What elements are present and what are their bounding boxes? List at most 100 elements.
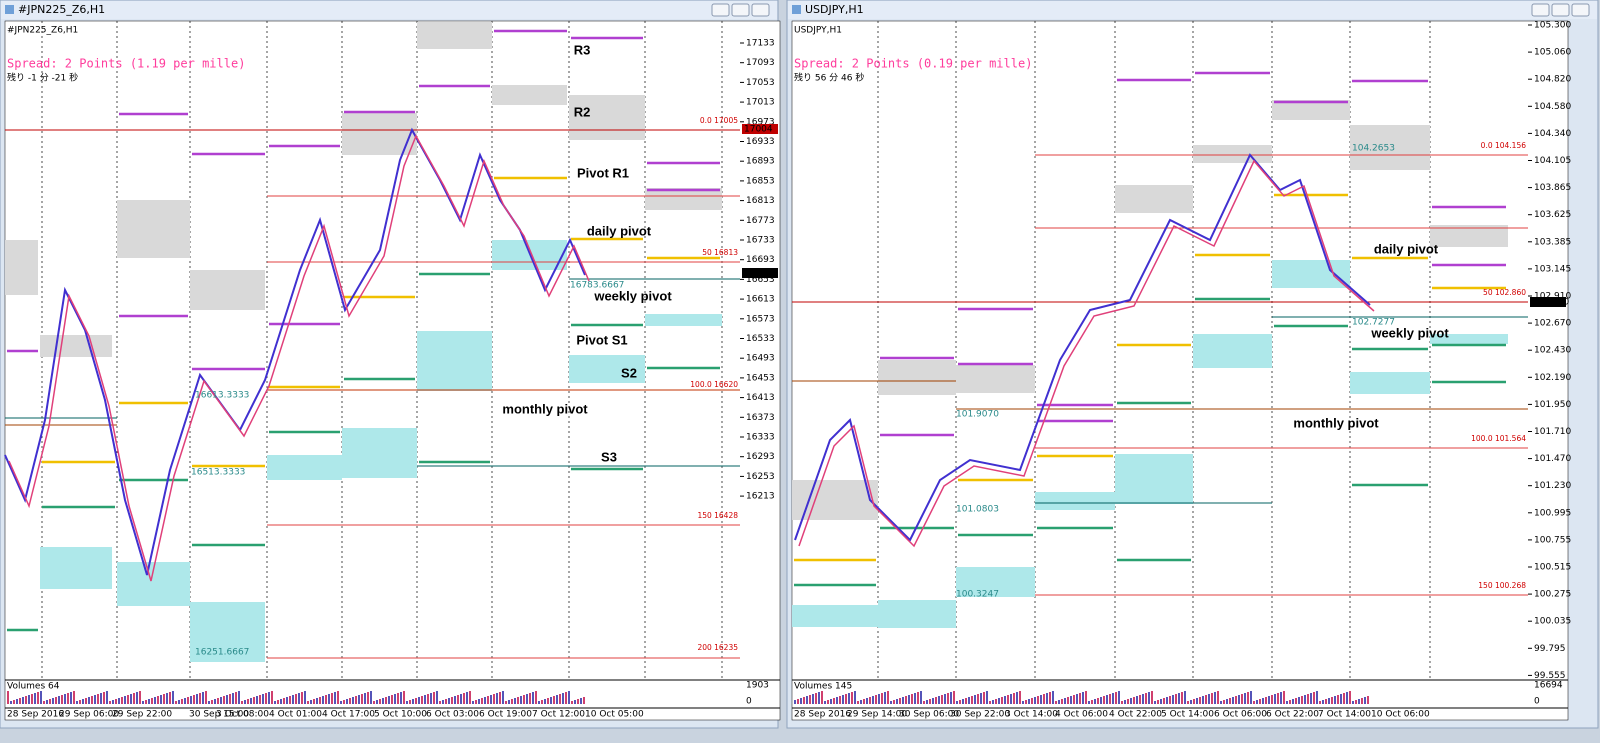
- fib-label: 200 16235: [697, 643, 738, 652]
- time-label: 30 Sep 15:00: [189, 710, 249, 720]
- cyan-zone: [1430, 334, 1508, 344]
- time-label: 3 Oct 08:00: [216, 710, 269, 720]
- time-label: 30 Sep 22:00: [950, 710, 1010, 720]
- minimize-button[interactable]: [1531, 3, 1550, 17]
- chart-window: USDJPY,H1 USDJPY,H1 Spread: 2 Points (0.19…: [786, 0, 1599, 729]
- price-label: 100.995: [1534, 508, 1571, 518]
- volume-tick: 0: [1534, 697, 1540, 707]
- annotation: daily pivot: [587, 223, 652, 238]
- cyan-zone: [40, 547, 112, 589]
- price-line: [794, 153, 1371, 542]
- annotation: S3: [601, 449, 617, 464]
- symbol-label: #JPN225_Z6,H1: [7, 26, 78, 36]
- gray-zone: [1350, 125, 1430, 170]
- gray-zone: [1430, 225, 1508, 247]
- time-label: 5 Oct 14:00: [1161, 710, 1214, 720]
- moving-average: [8, 134, 590, 582]
- current-price-box: [742, 268, 778, 278]
- fib-label: 0.0 104.156: [1481, 141, 1527, 150]
- price-label: 103.625: [1534, 210, 1571, 220]
- price-label: 100.755: [1534, 535, 1571, 545]
- fib-label: 50 16813: [702, 248, 738, 257]
- price-label: 16213: [746, 492, 775, 502]
- price-label: 16533: [746, 334, 775, 344]
- cyan-zone: [417, 331, 492, 391]
- annotation: weekly pivot: [593, 288, 672, 303]
- gray-zone: [417, 22, 492, 49]
- symbol-label: USDJPY,H1: [794, 26, 842, 36]
- box-label: 101.0803: [956, 505, 999, 515]
- high-price: 17004: [744, 125, 773, 135]
- box-label: 16513.3333: [191, 468, 245, 478]
- annotation: R3: [574, 42, 591, 57]
- time-label: 4 Oct 17:00: [322, 710, 375, 720]
- close-button[interactable]: [751, 3, 770, 17]
- volume-tick: 16694: [1534, 681, 1563, 691]
- gray-zone: [342, 113, 417, 155]
- price-label: 17093: [746, 58, 775, 68]
- price-label: 102.430: [1534, 346, 1571, 356]
- time-label: 4 Oct 06:00: [1055, 710, 1108, 720]
- annotation: weekly pivot: [1370, 325, 1449, 340]
- time-label: 4 Oct 01:00: [269, 710, 322, 720]
- price-label: 105.300: [1534, 21, 1571, 31]
- price-label: 16413: [746, 393, 775, 403]
- annotation: S2: [621, 365, 637, 380]
- volume-label: Volumes 145: [794, 682, 852, 692]
- price-label: 100.275: [1534, 590, 1571, 600]
- price-label: 101.710: [1534, 427, 1571, 437]
- time-label: 29 Sep 06:00: [59, 710, 119, 720]
- close-button[interactable]: [1571, 3, 1590, 17]
- maximize-button[interactable]: [1551, 3, 1570, 17]
- price-label: 16933: [746, 137, 775, 147]
- box-label: 16783.6667: [570, 281, 624, 291]
- time-label: 5 Oct 10:00: [374, 710, 427, 720]
- fib-label: 50 102.860: [1483, 288, 1526, 297]
- fib-label: 150 16428: [697, 511, 738, 520]
- time-label: 30 Sep 06:00: [899, 710, 959, 720]
- price-label: 102.910: [1534, 292, 1571, 302]
- price-label: 16653: [746, 275, 775, 285]
- price-label: 101.230: [1534, 481, 1571, 491]
- box-label: 16251.6667: [195, 648, 249, 658]
- time-label: 6 Oct 03:00: [426, 710, 479, 720]
- price-label: 99.795: [1534, 644, 1566, 654]
- current-price: 16795: [744, 269, 773, 279]
- cyan-zone: [1035, 492, 1115, 510]
- price-label: 16253: [746, 472, 775, 482]
- spread-label: Spread: 2 Points (1.19 per mille): [7, 57, 245, 71]
- window-title: #JPN225_Z6,H1: [18, 3, 105, 16]
- price-label: 16493: [746, 354, 775, 364]
- price-label: 103.865: [1534, 183, 1571, 193]
- maximize-button[interactable]: [731, 3, 750, 17]
- price-label: 16813: [746, 196, 775, 206]
- annotation: Pivot R1: [577, 165, 629, 180]
- time-label: 6 Oct 19:00: [479, 710, 532, 720]
- price-label: 16733: [746, 236, 775, 246]
- window-title: USDJPY,H1: [805, 3, 864, 16]
- timer-label: 残り 56 分 46 秒: [794, 72, 864, 84]
- price-label: 104.340: [1534, 129, 1571, 139]
- price-label: 16973: [746, 117, 775, 127]
- gray-zone: [569, 95, 645, 140]
- price-label: 100.515: [1534, 563, 1571, 573]
- gray-zone: [117, 200, 190, 258]
- window-icon: [792, 5, 801, 14]
- gray-zone: [5, 240, 38, 295]
- price-label: 100.035: [1534, 617, 1571, 627]
- time-label: 29 Sep 14:00: [847, 710, 907, 720]
- volume-tick: 1903: [746, 681, 769, 691]
- time-label: 28 Sep 2016: [794, 710, 851, 720]
- price-label: 102.190: [1534, 373, 1571, 383]
- fib-label: 0.0 17005: [700, 116, 738, 125]
- price-label: 104.580: [1534, 102, 1571, 112]
- minimize-button[interactable]: [711, 3, 730, 17]
- cyan-zone: [878, 600, 956, 628]
- current-price-box: [1530, 297, 1566, 307]
- box-label: 16613.3333: [195, 391, 249, 401]
- current-price: 102.850: [1532, 298, 1569, 308]
- box-label: 102.7277: [1352, 318, 1395, 328]
- price-label: 16693: [746, 255, 775, 265]
- time-label: 10 Oct 05:00: [585, 710, 644, 720]
- fib-label: 150 100.268: [1478, 581, 1526, 590]
